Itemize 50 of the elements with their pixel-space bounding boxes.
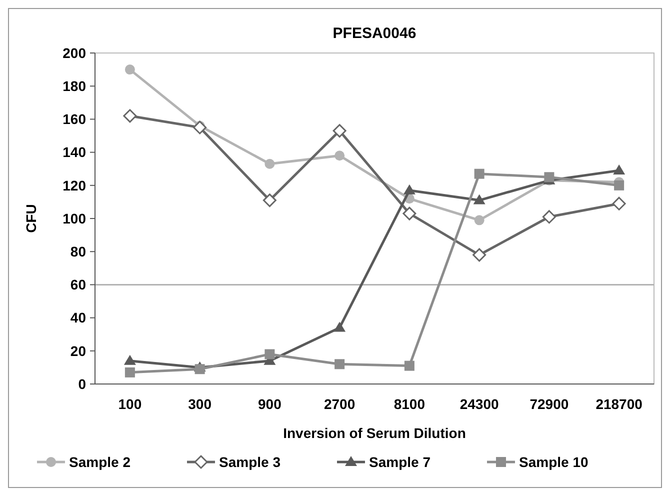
- point: [474, 168, 484, 179]
- point: [264, 158, 275, 169]
- y-tick-label: 0: [78, 376, 86, 392]
- legend-label: Sample 2: [69, 454, 131, 470]
- point: [334, 150, 345, 161]
- point: [264, 349, 275, 360]
- y-tick-label: 60: [70, 276, 86, 293]
- y-tick-label: 140: [62, 144, 86, 160]
- x-tick-label: 300: [188, 396, 212, 412]
- point: [194, 364, 205, 374]
- point: [404, 360, 414, 371]
- point: [472, 248, 486, 262]
- x-tick-label: 2700: [324, 396, 356, 412]
- point: [262, 194, 276, 208]
- point: [334, 359, 345, 370]
- point: [473, 194, 486, 204]
- point: [332, 124, 346, 138]
- y-tick-label: 180: [62, 78, 86, 94]
- chart-title: PFESA0046: [332, 25, 416, 42]
- legend-label: Sample 3: [219, 454, 281, 470]
- point: [614, 180, 624, 190]
- x-tick-label: 8100: [394, 396, 426, 412]
- x-axis-title: Inversion of Serum Dilution: [283, 425, 466, 441]
- x-tick-label: 24300: [460, 396, 499, 412]
- y-tick-label: 20: [70, 342, 86, 359]
- point: [124, 354, 136, 365]
- y-tick-label: 200: [62, 44, 86, 61]
- y-tick-label: 80: [70, 244, 86, 260]
- point: [123, 109, 137, 123]
- x-tick-label: 100: [118, 396, 142, 412]
- y-tick-label: 160: [62, 111, 86, 128]
- point: [542, 210, 556, 224]
- point: [124, 64, 135, 75]
- x-tick-label: 900: [258, 396, 282, 412]
- y-tick-label: 100: [62, 210, 86, 226]
- y-tick-label: 120: [62, 177, 86, 194]
- point: [402, 206, 416, 220]
- y-tick-label: 40: [70, 310, 86, 326]
- x-tick-label: 72900: [530, 396, 569, 412]
- legend-label: Sample 7: [369, 454, 431, 470]
- point: [612, 196, 626, 210]
- point: [403, 184, 416, 194]
- point: [334, 322, 346, 332]
- y-axis-title: CFU: [23, 204, 39, 233]
- point: [613, 164, 626, 175]
- point: [193, 120, 207, 134]
- x-tick-label: 218700: [596, 396, 643, 412]
- legend-label: Sample 10: [519, 454, 588, 470]
- point: [474, 215, 484, 226]
- point: [124, 367, 135, 378]
